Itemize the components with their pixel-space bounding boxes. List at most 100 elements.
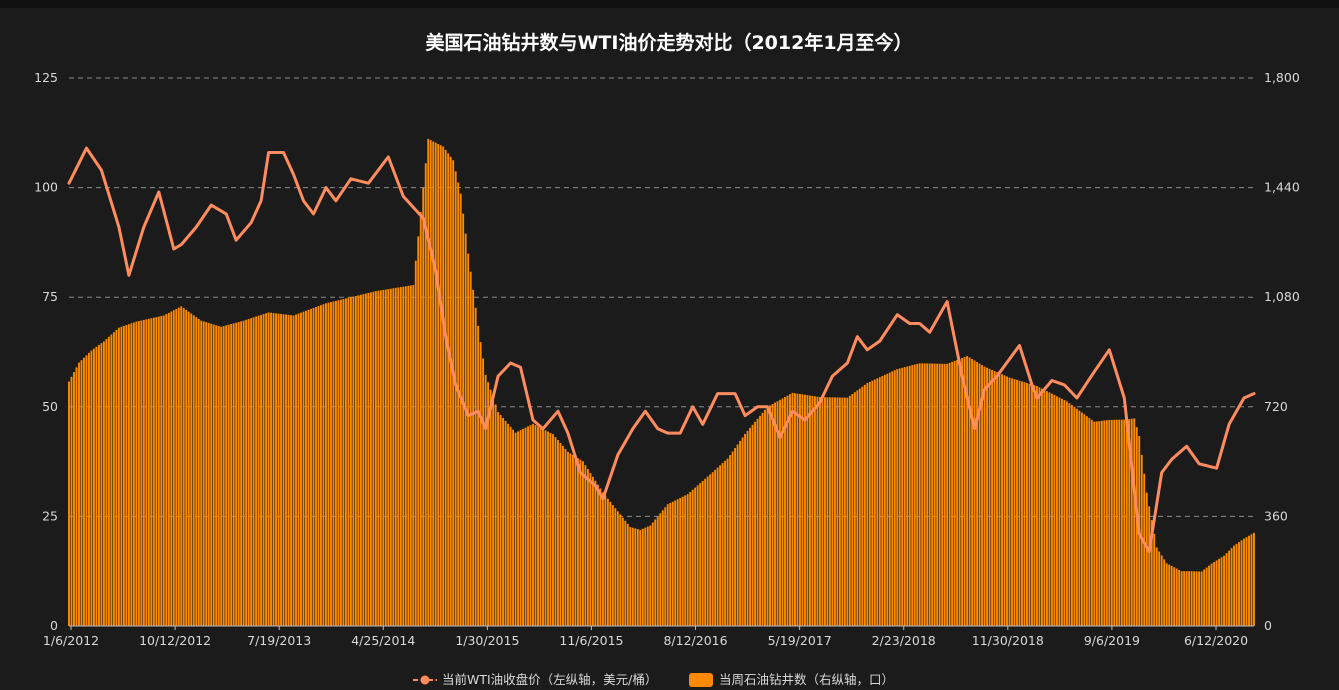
rig-count-bar: [1150, 520, 1153, 626]
rig-count-bar: [427, 138, 430, 626]
y-left-tick-label: 125: [34, 70, 58, 85]
rig-count-bar: [1133, 418, 1136, 626]
legend-item-rigs[interactable]: 当周石油钻井数（右纵轴，口）: [689, 672, 894, 687]
rig-count-bar: [1090, 419, 1093, 626]
rig-count-bar: [771, 403, 774, 626]
rig-count-bar: [150, 318, 153, 626]
rig-count-bar: [751, 424, 754, 626]
rig-count-bar: [614, 508, 617, 626]
rig-count-bar: [547, 431, 549, 626]
rig-count-bar: [654, 519, 657, 626]
rig-count-bar: [893, 370, 896, 626]
rig-count-bar: [906, 366, 909, 626]
rig-count-bar: [591, 476, 594, 626]
rig-count-bar: [761, 412, 764, 626]
rig-count-bar: [467, 253, 470, 627]
rig-count-bar: [484, 374, 487, 626]
rig-count-bar: [956, 359, 959, 626]
rig-count-bar: [320, 305, 322, 626]
rig-count-bar: [367, 292, 370, 626]
rig-count-bar: [866, 383, 869, 626]
rig-count-bar: [1013, 379, 1016, 626]
rig-count-bar: [811, 395, 814, 626]
rig-count-bar: [377, 290, 380, 626]
rig-count-bar: [285, 314, 287, 626]
rig-count-bar: [991, 369, 994, 626]
rig-count-bar: [454, 171, 457, 626]
rig-count-bar: [943, 363, 946, 626]
rig-count-bar: [357, 295, 360, 626]
rig-count-bar: [581, 461, 584, 626]
rig-count-bar: [462, 213, 465, 627]
rig-count-bar: [679, 497, 682, 626]
rig-count-bar: [432, 141, 435, 627]
rig-count-bar: [504, 420, 507, 626]
rig-count-bar: [1045, 391, 1048, 626]
rig-count-bar: [192, 315, 195, 626]
legend[interactable]: 当前WTI油收盘价（左纵轴，美元/桶） 当周石油钻井数（右纵轴，口）: [413, 672, 894, 687]
rig-count-bar: [726, 458, 729, 626]
rig-count-bar: [886, 373, 889, 626]
rig-count-bar: [1083, 414, 1086, 626]
rig-count-bar: [786, 395, 789, 626]
rig-count-bar: [1053, 394, 1056, 626]
rig-count-bar: [958, 358, 961, 626]
rig-count-bar: [936, 363, 939, 626]
rig-count-bar: [534, 425, 537, 626]
rig-count-bar: [457, 182, 460, 626]
rig-count-bar: [1143, 473, 1146, 626]
rig-count-bar: [247, 318, 250, 626]
rig-count-bar: [73, 372, 75, 626]
rig-count-bar: [951, 361, 954, 626]
rig-count-bar: [562, 445, 564, 626]
y-right-tick-label: 720: [1264, 399, 1288, 414]
y-left-tick-label: 75: [42, 289, 58, 304]
rig-count-bar: [1223, 555, 1226, 626]
rig-count-bar: [1155, 547, 1158, 626]
rig-count-bar: [429, 140, 432, 626]
rig-count-bar: [961, 357, 964, 626]
rig-count-bar: [529, 425, 532, 626]
rig-count-bar: [497, 411, 500, 626]
rig-count-bar: [769, 405, 771, 626]
rig-count-bar: [537, 426, 539, 626]
rig-count-bar: [903, 367, 906, 626]
rig-count-bar: [691, 489, 694, 626]
rig-count-bar: [1218, 558, 1221, 626]
rig-count-bar: [337, 300, 340, 626]
rig-count-bar: [606, 498, 609, 626]
rig-count-bar: [1163, 559, 1166, 626]
rig-count-bar: [1165, 563, 1168, 626]
rig-count-bar: [277, 313, 280, 626]
rig-count-bar: [1248, 535, 1250, 626]
rig-count-bar: [1016, 379, 1018, 626]
legend-item-price[interactable]: 当前WTI油收盘价（左纵轴，美元/桶）: [413, 672, 657, 687]
rig-count-bar: [689, 491, 692, 626]
rig-count-bar: [876, 378, 879, 626]
rig-count-bar: [848, 395, 851, 626]
y-right-tick-label: 1,440: [1264, 180, 1300, 195]
rig-count-bar: [347, 297, 350, 626]
rig-count-bar: [853, 392, 856, 626]
rig-count-bar: [719, 465, 722, 626]
rig-count-bar: [856, 390, 859, 626]
rig-count-bar: [1118, 419, 1121, 626]
rig-count-bar: [1011, 378, 1013, 626]
rig-count-bar: [684, 495, 687, 626]
rig-count-bar: [634, 528, 637, 626]
rig-count-bar: [492, 397, 495, 626]
rig-count-bar: [394, 287, 397, 626]
rig-count-bar: [452, 160, 455, 626]
rig-count-bar: [1115, 419, 1118, 626]
rig-count-bar: [459, 193, 462, 626]
rig-count-bar: [1215, 560, 1218, 626]
rig-count-bar: [434, 142, 437, 626]
rig-count-bar: [469, 271, 472, 626]
rig-count-bar: [659, 513, 662, 626]
rig-count-bar: [1105, 420, 1108, 626]
rig-count-bar: [125, 325, 128, 626]
rig-count-bar: [70, 376, 73, 626]
rig-count-bar: [215, 325, 218, 626]
rig-count-bar: [180, 306, 183, 626]
